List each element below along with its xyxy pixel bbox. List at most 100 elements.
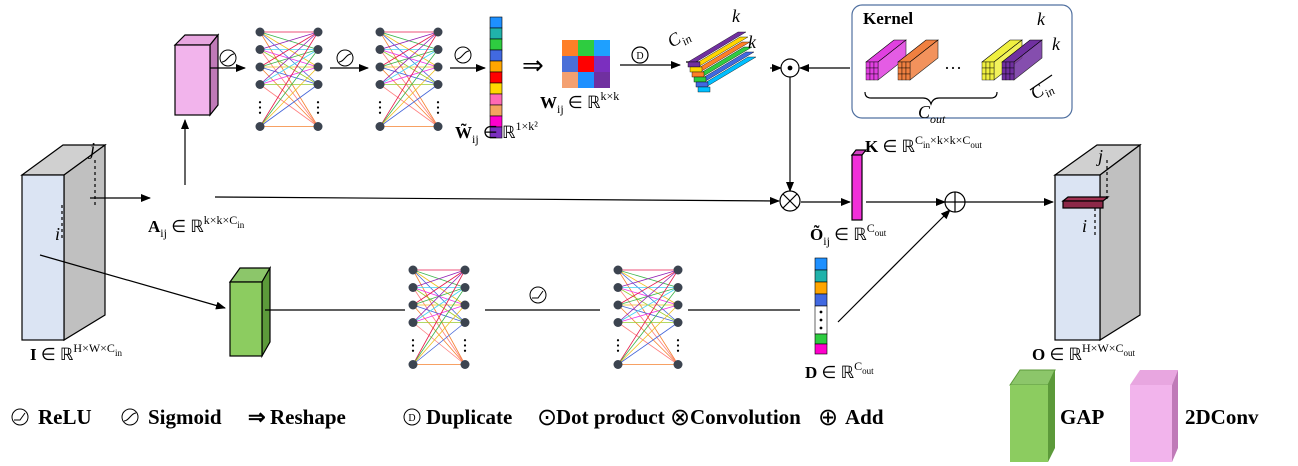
kernel-cell <box>1001 67 1007 75</box>
math-part: H×W×C <box>1082 341 1124 355</box>
dot <box>676 344 680 347</box>
math-part: k×k×C <box>204 213 238 227</box>
kernel-cell <box>1009 67 1015 75</box>
neuron <box>408 283 418 292</box>
kernel-cell <box>1009 73 1015 81</box>
dot <box>258 111 262 114</box>
relu-icon <box>11 408 29 426</box>
dot <box>258 101 262 104</box>
neuron <box>433 80 443 89</box>
connection <box>379 66 439 85</box>
vector-cell <box>814 257 828 271</box>
legend-text: ReLU <box>38 405 92 429</box>
dot <box>676 339 680 342</box>
connection <box>259 49 319 85</box>
neuron <box>613 318 623 327</box>
kernel-cout-label: Cout <box>918 102 946 126</box>
k-label: k <box>1037 9 1046 29</box>
bias-label: D ∈ ℝCout <box>805 359 874 382</box>
math-part: ×k×k×C <box>930 133 970 147</box>
dot <box>436 106 440 109</box>
j-label: j <box>1096 146 1103 166</box>
relu-icon <box>529 286 547 304</box>
vector-cell <box>489 38 503 51</box>
vector-cell <box>489 60 503 73</box>
kernel-cell <box>897 61 903 69</box>
k-label: k <box>1052 34 1061 54</box>
dot <box>411 344 415 347</box>
legend-text: GAP <box>1060 405 1105 429</box>
dot <box>411 339 415 342</box>
dot <box>378 111 382 114</box>
dot <box>316 101 320 104</box>
dot <box>378 101 382 104</box>
neuron <box>375 122 385 131</box>
math-part: C <box>854 359 862 373</box>
neuron <box>408 300 418 310</box>
kernel-cell <box>1001 61 1007 69</box>
connection <box>412 269 466 365</box>
vector-cell <box>489 49 503 62</box>
relu-curve <box>532 290 544 299</box>
dot <box>819 310 823 314</box>
connection <box>617 287 679 365</box>
kernel-cell <box>1009 61 1015 69</box>
kernel-cell <box>901 61 907 69</box>
i-label: i <box>1082 216 1087 236</box>
vector-cell <box>489 104 503 117</box>
sigmoid-curve <box>221 53 235 63</box>
connection <box>412 287 466 323</box>
kernel-cell <box>989 67 995 75</box>
matrix-cell <box>594 40 610 56</box>
neuron <box>375 27 385 37</box>
vector-cell <box>489 27 503 40</box>
vector-cell <box>489 82 503 95</box>
kernel-cell <box>869 61 875 69</box>
dot <box>463 344 467 347</box>
dot <box>616 339 620 342</box>
dot <box>378 106 382 109</box>
connection <box>259 31 319 50</box>
kernel-cell <box>897 73 903 81</box>
neuron <box>313 62 323 72</box>
connection <box>412 322 466 365</box>
sigmoid-curve <box>123 412 137 422</box>
connection <box>259 31 319 127</box>
neuron <box>460 300 470 310</box>
connection <box>379 84 439 127</box>
neuron <box>313 122 323 131</box>
math-part: out <box>875 228 887 238</box>
math-part: ∈ ℝ <box>817 363 854 382</box>
math-part: ∈ ℝ <box>830 225 867 244</box>
connection <box>259 31 319 68</box>
math-part: O <box>1032 345 1045 364</box>
duplicate-layer <box>693 76 707 83</box>
math-part: in <box>923 140 931 150</box>
connection <box>379 66 439 127</box>
legend-symbol: ⇒ <box>248 405 266 429</box>
legend-text: Convolution <box>690 405 801 429</box>
dot <box>436 101 440 104</box>
legend-text: Reshape <box>270 405 346 429</box>
kernel-cell <box>989 73 995 81</box>
connection <box>412 269 466 288</box>
vector-cell <box>814 269 828 283</box>
connection <box>259 49 319 127</box>
math-part: Õ <box>810 224 823 244</box>
math-part: out <box>1124 348 1136 358</box>
math-part: ∈ ℝ <box>1045 345 1082 364</box>
math-part: K <box>865 137 879 156</box>
connection <box>617 304 679 323</box>
legend-text: 2DConv <box>1185 405 1259 429</box>
neuron <box>255 27 265 37</box>
connection <box>412 269 466 306</box>
vector-cell <box>489 16 503 29</box>
neuron <box>460 283 470 292</box>
kernel-cell <box>981 67 987 75</box>
sigmoid-curve <box>338 53 352 63</box>
connection <box>379 49 439 127</box>
connection <box>412 287 466 365</box>
duplicate-layer <box>687 61 701 68</box>
legend-text: Duplicate <box>426 405 512 429</box>
